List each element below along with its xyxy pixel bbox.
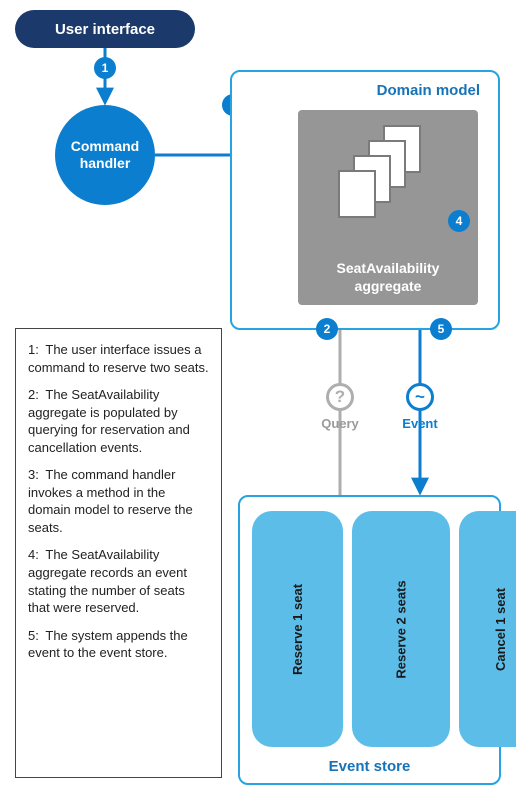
legend-panel: 1: The user interface issues a command t…: [15, 328, 222, 778]
step-badge-2: 2: [316, 318, 338, 340]
user-interface-label: User interface: [55, 21, 155, 38]
legend-item: 5: The system appends the event to the e…: [28, 627, 209, 662]
command-handler-label: Command handler: [71, 138, 139, 172]
query-label: Query: [310, 416, 370, 431]
legend-item: 4: The SeatAvailability aggregate record…: [28, 546, 209, 616]
event-label: Event: [390, 416, 450, 431]
event-store-columns: Reserve 1 seat Reserve 2 seats Cancel 1 …: [252, 511, 487, 747]
user-interface-node: User interface: [15, 10, 195, 48]
event-column: Cancel 1 seat: [459, 511, 516, 747]
legend-item: 1: The user interface issues a command t…: [28, 341, 209, 376]
event-column: Reserve 2 seats: [352, 511, 450, 747]
event-column: Reserve 1 seat: [252, 511, 343, 747]
command-handler-node: Command handler: [55, 105, 155, 205]
step-badge-1: 1: [94, 57, 116, 79]
domain-model-title: Domain model: [232, 82, 480, 99]
query-icon: ?: [326, 383, 354, 411]
legend-item: 3: The command handler invokes a method …: [28, 466, 209, 536]
step-badge-5: 5: [430, 318, 452, 340]
diagram-canvas: User interface 1 Command handler 3 Domai…: [0, 0, 516, 799]
legend-item: 2: The SeatAvailability aggregate is pop…: [28, 386, 209, 456]
aggregate-label: SeatAvailability aggregate: [298, 260, 478, 295]
aggregate-box: SeatAvailability aggregate: [298, 110, 478, 305]
event-icon: ~: [406, 383, 434, 411]
event-store-title: Event store: [240, 758, 499, 775]
event-store-box: Reserve 1 seat Reserve 2 seats Cancel 1 …: [238, 495, 501, 785]
step-badge-4: 4: [448, 210, 470, 232]
document-icon: [338, 170, 376, 218]
